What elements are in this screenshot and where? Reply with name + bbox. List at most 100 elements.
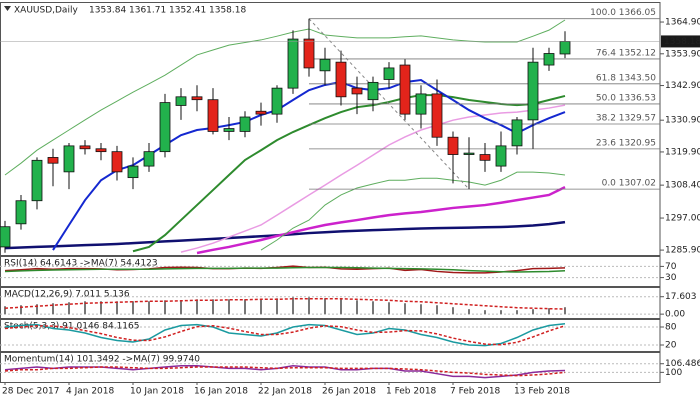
y-tick-label: 20 xyxy=(665,341,677,351)
histogram-bar xyxy=(148,301,150,315)
indicator-line xyxy=(196,186,566,255)
histogram-bar xyxy=(372,301,374,315)
candle-body xyxy=(31,159,43,202)
x-tick-label: 13 Feb 2018 xyxy=(514,387,570,397)
candle-body xyxy=(0,226,11,248)
indicator-line xyxy=(180,104,566,253)
candle-body xyxy=(63,145,75,173)
histogram-bar xyxy=(292,297,294,315)
candle-body xyxy=(239,116,251,132)
fib-label: 61.8 1343.50 xyxy=(596,73,656,83)
candle-body xyxy=(479,154,491,161)
pane-frame xyxy=(0,351,661,383)
candle-body xyxy=(207,99,219,132)
histogram-bar xyxy=(484,310,486,315)
fib-label: 23.6 1320.95 xyxy=(596,138,656,148)
histogram-bar xyxy=(340,299,342,315)
candle-body xyxy=(143,151,155,167)
histogram-bar xyxy=(68,302,70,315)
histogram-bar xyxy=(356,300,358,315)
histogram-bar xyxy=(116,301,118,315)
histogram-bar xyxy=(388,302,390,315)
x-tick-label: 7 Feb 2018 xyxy=(450,387,501,397)
histogram-bar xyxy=(516,310,518,315)
histogram-bar xyxy=(164,300,166,315)
histogram-bar xyxy=(260,299,262,315)
candle-body xyxy=(463,152,475,155)
y-tick-label: 1297.00 xyxy=(665,214,700,224)
fib-label: 38.2 1329.57 xyxy=(596,114,656,124)
candle-body xyxy=(127,165,139,179)
indicator-line xyxy=(4,366,566,377)
x-tick-label: 4 Jan 2018 xyxy=(66,387,114,397)
y-tick-label: 1285.90 xyxy=(665,246,700,256)
pane-title: MACD(12,26,9) 7.011 5.136 xyxy=(4,290,130,300)
y-tick-label: 1330.90 xyxy=(665,116,700,126)
candle-body xyxy=(271,87,283,115)
candle-body xyxy=(47,157,59,164)
x-tick-label: 26 Jan 2018 xyxy=(322,387,376,397)
histogram-bar xyxy=(52,303,54,315)
ohlc-low: 1352.41 xyxy=(169,6,206,16)
indicator-line xyxy=(4,322,566,347)
fib-label: 100.0 1366.05 xyxy=(590,8,656,18)
ohlc-high: 1361.71 xyxy=(129,6,166,16)
histogram-bar xyxy=(548,308,550,315)
candle-body xyxy=(495,145,507,167)
histogram-bar xyxy=(212,299,214,315)
candle-body xyxy=(351,87,363,95)
histogram-bar xyxy=(436,305,438,315)
pane-frame xyxy=(0,2,661,257)
last-price-box xyxy=(661,35,700,48)
pane-frame xyxy=(0,286,661,320)
pane-frame xyxy=(0,255,661,288)
y-tick-label: 1364.90 xyxy=(665,18,700,28)
candle-body xyxy=(447,136,459,155)
histogram-bar xyxy=(532,309,534,315)
y-tick-label: 100 xyxy=(665,368,682,378)
ohlc-close: 1358.18 xyxy=(209,6,246,16)
candle-body xyxy=(559,41,571,55)
symbol: XAUUSD,Daily xyxy=(14,6,78,16)
candle-body xyxy=(79,145,91,150)
histogram-bar xyxy=(180,300,182,315)
candle-body xyxy=(511,119,523,147)
y-tick-label: 80 xyxy=(665,323,677,333)
candle-body xyxy=(335,61,347,98)
candle-body xyxy=(111,151,123,173)
candle-body xyxy=(95,148,107,153)
y-tick-label: 1353.90 xyxy=(665,49,700,59)
fib-label: 0.0 1307.02 xyxy=(602,179,656,189)
histogram-bar xyxy=(324,298,326,315)
candle-body xyxy=(367,81,379,101)
pane-title: Momentum(14) 101.3492 ->MA(7) 99.9740 xyxy=(4,355,200,365)
x-tick-label: 16 Jan 2018 xyxy=(194,387,248,397)
indicator-line xyxy=(132,94,566,253)
indicator-line xyxy=(260,171,566,251)
y-tick-label: 30 xyxy=(665,273,677,283)
candle-body xyxy=(303,38,315,69)
y-tick-label: 1308.40 xyxy=(665,181,700,191)
indicator-line xyxy=(4,266,566,273)
histogram-bar xyxy=(500,310,502,315)
candle-body xyxy=(543,53,555,66)
x-tick-label: 10 Jan 2018 xyxy=(130,387,184,397)
histogram-bar xyxy=(308,297,310,315)
histogram-bar xyxy=(244,299,246,315)
candle-body xyxy=(255,110,267,115)
candle-body xyxy=(287,38,299,89)
fib-label: 76.4 1352.12 xyxy=(596,48,656,58)
histogram-bar xyxy=(228,299,230,315)
y-tick-label: 0.00 xyxy=(665,310,685,320)
candle-body xyxy=(383,67,395,80)
candle-body xyxy=(415,93,427,115)
histogram-bar xyxy=(84,301,86,315)
y-tick-label: 106.4868 xyxy=(665,359,700,369)
histogram-bar xyxy=(404,303,406,315)
candle-body xyxy=(527,61,539,121)
histogram-bar xyxy=(4,306,6,315)
candle-body xyxy=(159,102,171,153)
